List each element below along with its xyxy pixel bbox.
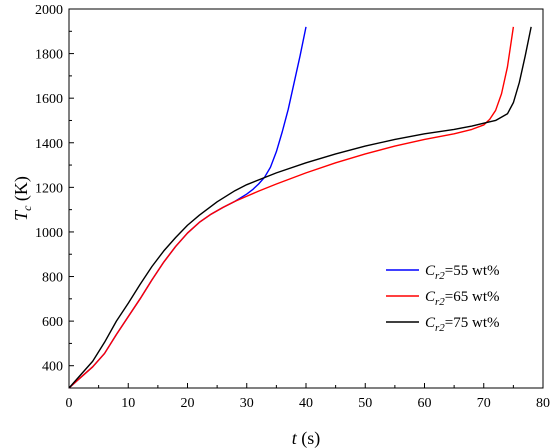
legend-sub: r2 (435, 270, 445, 282)
x-tick-label: 30 (240, 396, 254, 411)
legend-label-3: Cr2=75 wt% (425, 315, 500, 334)
legend-var: C (425, 263, 436, 279)
series-line-2 (68, 26, 515, 389)
y-tick-label: 600 (42, 315, 63, 330)
series-layer (68, 26, 532, 389)
series-line-3 (68, 26, 532, 389)
x-tick-label: 40 (299, 396, 313, 411)
x-tick-label: 0 (66, 396, 73, 411)
legend-label-1: Cr2=55 wt% (425, 263, 500, 282)
x-tick-label: 70 (477, 396, 491, 411)
y-axis-sub: c (20, 205, 34, 211)
x-tick-label: 60 (418, 396, 432, 411)
legend-sub: r2 (435, 322, 445, 334)
series-line-1 (68, 26, 307, 389)
y-tick-label: 400 (42, 360, 63, 375)
plot-area (68, 8, 544, 389)
x-tick-label: 50 (358, 396, 372, 411)
x-tick-label: 20 (181, 396, 195, 411)
y-tick-label: 1200 (35, 181, 63, 196)
legend-var: C (425, 289, 436, 305)
legend-sub: r2 (435, 296, 445, 308)
y-axis-label: Tc (K) (11, 176, 34, 221)
legend-value: =75 wt% (445, 315, 500, 331)
x-axis-unit: (s) (297, 428, 321, 448)
y-tick-label: 1400 (35, 137, 63, 152)
x-tick-label: 10 (121, 396, 135, 411)
y-tick-label: 1800 (35, 48, 63, 63)
legend-var: C (425, 315, 436, 331)
legend-value: =55 wt% (445, 263, 500, 279)
legend-label-2: Cr2=65 wt% (425, 289, 500, 308)
axes-layer: 0 10 20 30 40 50 60 70 80 400 600 800 1000 1200 1400 16… (11, 3, 550, 448)
y-tick-label: 1600 (35, 92, 63, 107)
plot-frame (68, 8, 544, 389)
y-tick-label: 800 (42, 271, 63, 286)
y-axis-unit: (K) (11, 176, 32, 206)
x-axis-var: t (292, 428, 298, 448)
y-tick-label: 1000 (35, 226, 63, 241)
y-tick-label: 2000 (35, 3, 63, 18)
x-axis-label: t (s) (292, 428, 321, 448)
legend-value: =65 wt% (445, 289, 500, 305)
legend: Cr2=55 wt%Cr2=65 wt%Cr2=75 wt% (386, 263, 500, 334)
y-axis-var: T (11, 209, 31, 221)
x-tick-label: 80 (536, 396, 550, 411)
